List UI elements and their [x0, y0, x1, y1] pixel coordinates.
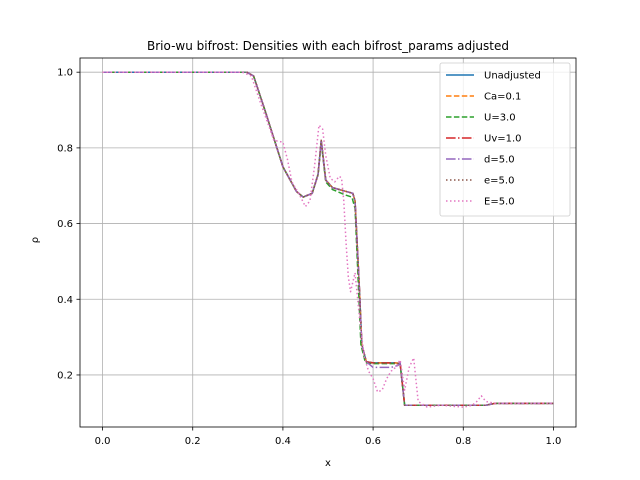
- legend-label: Unadjusted: [484, 71, 541, 82]
- x-tick-label: 0.0: [95, 436, 111, 447]
- legend-label: Ca=0.1: [484, 92, 521, 103]
- legend-box: [439, 62, 571, 217]
- legend-label: d=5.0: [484, 155, 515, 166]
- y-axis-label: ρ: [30, 237, 41, 243]
- plot-frame: [79, 57, 577, 428]
- legend: Unadjusted Ca=0.1 U=3.0 Uv=1.0 d=5.0 e=5.0 E=5…: [439, 62, 571, 217]
- chart-title: Brio-wu bifrost: Densities with each bif…: [147, 39, 509, 53]
- x-tick-label: 1.0: [546, 436, 562, 447]
- legend-label: Uv=1.0: [484, 134, 522, 145]
- series-lines: [102, 71, 554, 408]
- y-tick-label: 0.4: [57, 295, 73, 306]
- x-axis-label: x: [325, 458, 331, 469]
- x-tick-label: 0.4: [275, 436, 291, 447]
- y-tick-label: 0.6: [57, 219, 73, 230]
- y-tick-label: 0.8: [57, 143, 73, 154]
- x-tick-label: 0.2: [185, 436, 201, 447]
- x-tick-label: 0.8: [455, 436, 471, 447]
- legend-label: U=3.0: [484, 113, 516, 124]
- legend-label: E=5.0: [484, 197, 515, 208]
- axes: 0.0 0.2 0.4 0.6 0.8 1.0 0.2 0.4 0.6 0.8 1.0: [57, 57, 577, 447]
- x-tick-label: 0.6: [365, 436, 381, 447]
- y-tick-label: 1.0: [57, 68, 73, 79]
- y-tick-label: 0.2: [57, 370, 73, 381]
- legend-label: e=5.0: [484, 176, 514, 187]
